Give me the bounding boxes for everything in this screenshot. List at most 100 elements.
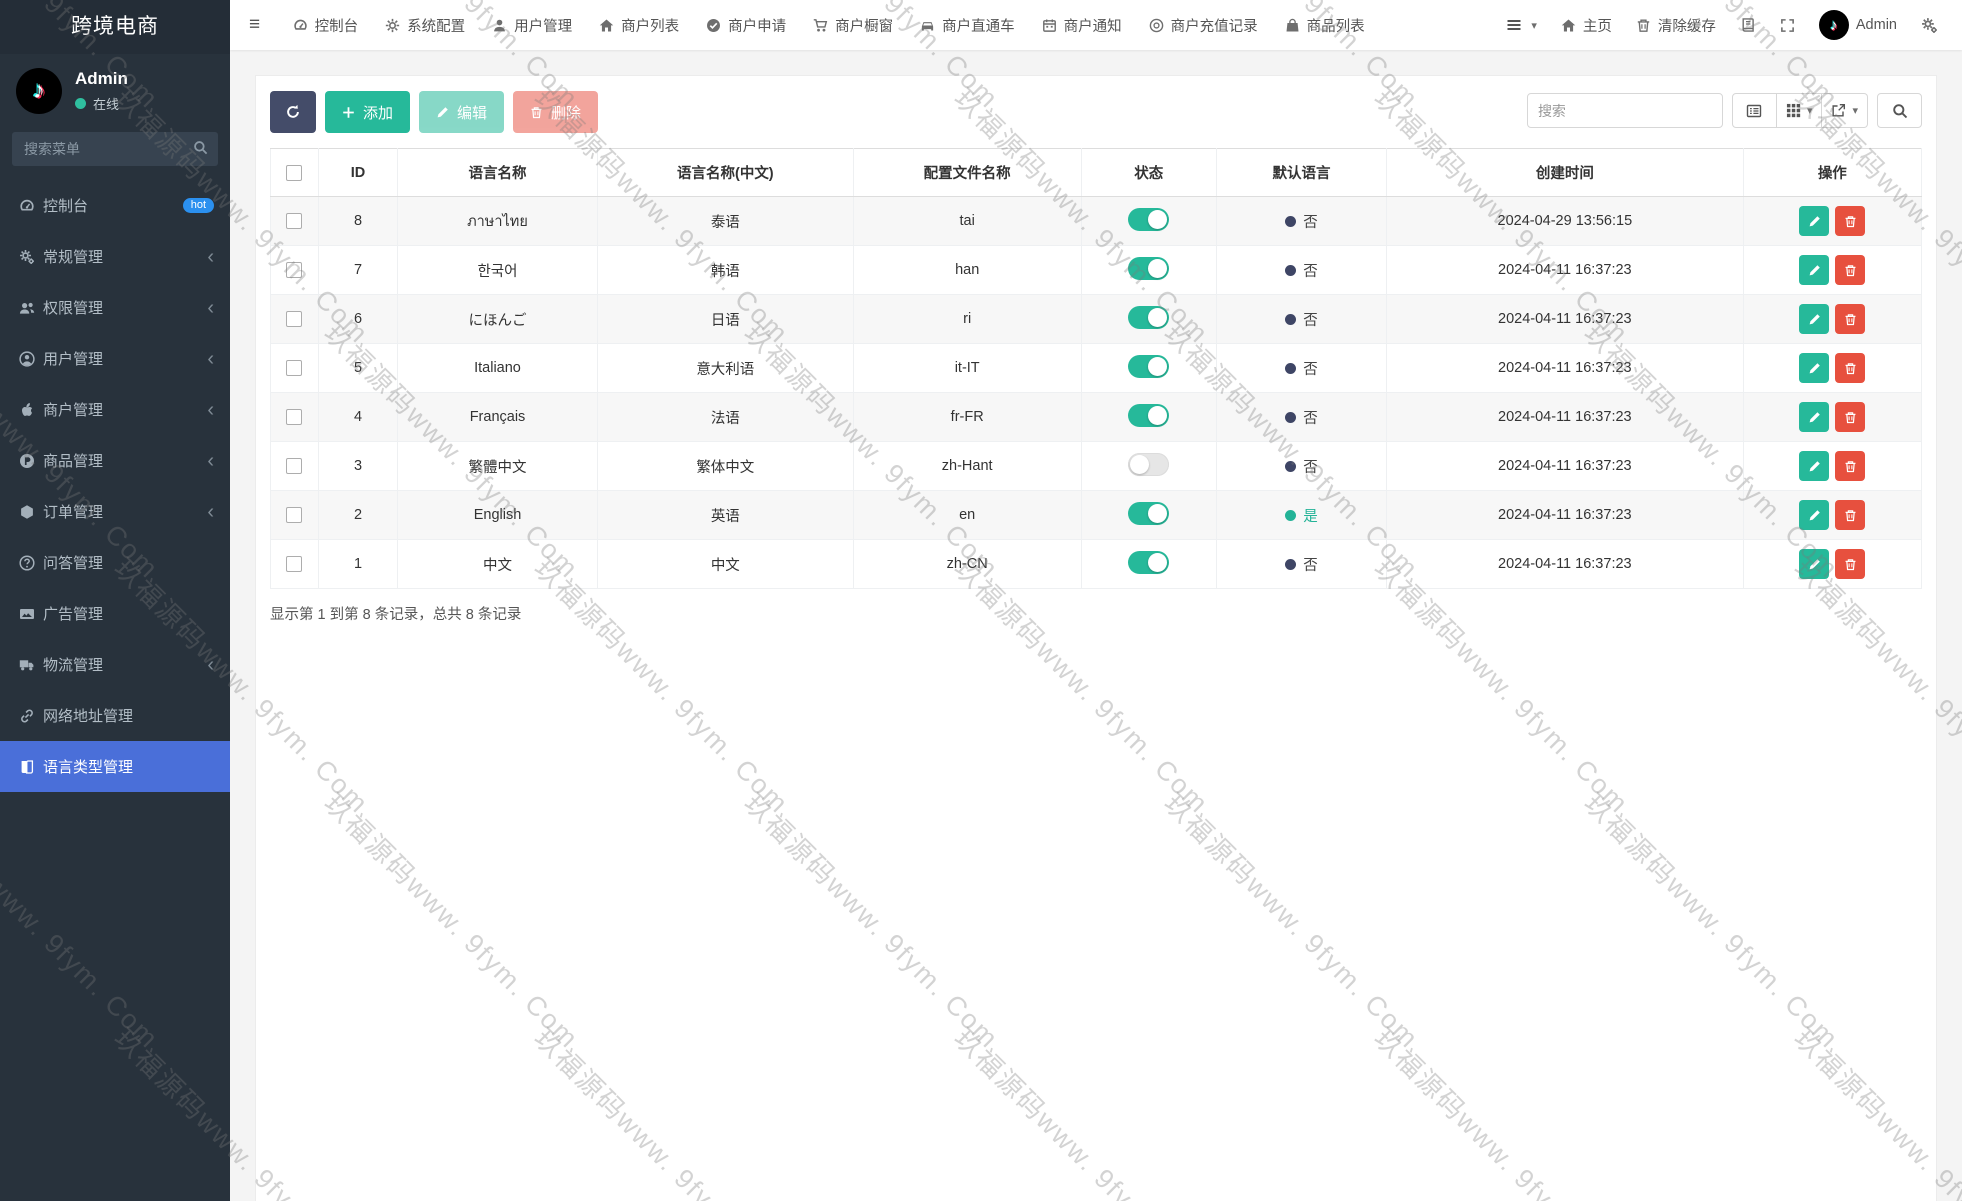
- refresh-button[interactable]: [270, 91, 316, 133]
- default-language-flag: 否: [1285, 358, 1318, 379]
- cell-created-time: 2024-04-29 13:56:15: [1386, 196, 1744, 246]
- row-edit-button[interactable]: [1799, 206, 1830, 236]
- caret-down-icon: ▾: [1806, 105, 1813, 117]
- status-toggle[interactable]: [1128, 452, 1170, 476]
- status-toggle[interactable]: [1128, 256, 1170, 280]
- row-edit-button[interactable]: [1799, 402, 1830, 432]
- row-edit-button[interactable]: [1799, 549, 1830, 579]
- nav-home[interactable]: 主页: [1549, 0, 1624, 50]
- toolbar: 添加 编辑 删除: [270, 91, 1922, 133]
- row-checkbox[interactable]: [286, 360, 303, 377]
- cell-config-name: it-IT: [852, 343, 1082, 393]
- gauge-icon: [19, 198, 43, 214]
- row-edit-button[interactable]: [1799, 255, 1830, 285]
- nav-fullscreen[interactable]: [1768, 0, 1807, 50]
- sidebar-item-商户管理[interactable]: 商户管理 ‹: [0, 384, 230, 435]
- sidebar-item-订单管理[interactable]: 订单管理 ‹: [0, 486, 230, 537]
- view-button-group: ▾ ▾: [1731, 93, 1868, 128]
- table-row: 5 Italiano 意大利语 it-IT 否 2024-04-11 16:37:23: [270, 343, 1923, 393]
- row-delete-button[interactable]: [1835, 402, 1866, 432]
- sidebar-item-物流管理[interactable]: 物流管理 ‹: [0, 639, 230, 690]
- row-checkbox[interactable]: [286, 409, 303, 426]
- nav-item-商户通知[interactable]: 商户通知: [1028, 0, 1135, 50]
- row-edit-button[interactable]: [1799, 500, 1830, 530]
- row-delete-button[interactable]: [1835, 255, 1866, 285]
- row-delete-button[interactable]: [1835, 304, 1866, 334]
- status-toggle[interactable]: [1128, 403, 1170, 427]
- sidebar-item-问答管理[interactable]: 问答管理: [0, 537, 230, 588]
- status-toggle[interactable]: [1128, 354, 1170, 378]
- delete-button[interactable]: 删除: [513, 91, 599, 133]
- nav-item-商品列表[interactable]: 商品列表: [1271, 0, 1378, 50]
- row-delete-button[interactable]: [1835, 451, 1866, 481]
- toggle-view-button[interactable]: [1731, 93, 1777, 128]
- sidebar-search-input[interactable]: [12, 132, 218, 166]
- row-checkbox[interactable]: [286, 507, 303, 524]
- sidebar-item-label: 广告管理: [43, 606, 104, 623]
- cell-language-name-cn: 中文: [596, 539, 854, 589]
- nav-item-商户充值记录[interactable]: 商户充值记录: [1135, 0, 1271, 50]
- export-button[interactable]: ▾: [1822, 93, 1868, 128]
- row-delete-button[interactable]: [1835, 549, 1866, 579]
- status-dot-icon: [1285, 264, 1297, 276]
- truck-icon: [19, 657, 43, 673]
- status-toggle[interactable]: [1128, 550, 1170, 574]
- online-dot-icon: [75, 98, 86, 109]
- user-status-label: 在线: [93, 97, 120, 112]
- nav-settings[interactable]: [1909, 0, 1950, 50]
- cube-icon: [19, 504, 43, 520]
- row-checkbox[interactable]: [286, 556, 303, 573]
- sidebar-item-网络地址管理[interactable]: 网络地址管理: [0, 690, 230, 741]
- user-circle-icon: [19, 350, 43, 367]
- row-edit-button[interactable]: [1799, 451, 1830, 481]
- row-delete-button[interactable]: [1835, 206, 1866, 236]
- cell-language-name-cn: 泰语: [596, 196, 854, 246]
- sidebar-item-控制台[interactable]: 控制台 hot: [0, 180, 230, 231]
- sidebar-item-广告管理[interactable]: 广告管理: [0, 588, 230, 639]
- col-header: 语言名称(中文): [596, 148, 854, 197]
- edit-button[interactable]: 编辑: [419, 91, 505, 133]
- status-toggle[interactable]: [1128, 501, 1170, 525]
- chevron-left-icon: ‹: [207, 449, 214, 472]
- columns-button[interactable]: ▾: [1776, 93, 1823, 128]
- row-edit-button[interactable]: [1799, 353, 1830, 383]
- user-status: 在线: [75, 94, 128, 113]
- add-button[interactable]: 添加: [325, 91, 411, 133]
- row-delete-button[interactable]: [1835, 500, 1866, 530]
- nav-docs[interactable]: [1728, 0, 1768, 50]
- nav-list-dropdown[interactable]: ▾: [1494, 0, 1549, 50]
- row-checkbox[interactable]: [286, 213, 303, 230]
- cell-id: 1: [317, 539, 399, 589]
- row-checkbox[interactable]: [286, 311, 303, 328]
- default-label: 否: [1303, 410, 1318, 427]
- nav-item-商户直通车[interactable]: 商户直通车: [907, 0, 1029, 50]
- row-edit-button[interactable]: [1799, 304, 1830, 334]
- table-row: 7 한국어 韩语 han 否 2024-04-11 16:37:23: [270, 245, 1923, 295]
- nav-item-用户管理[interactable]: 用户管理: [479, 0, 586, 50]
- nav-item-系统配置[interactable]: 系统配置: [372, 0, 479, 50]
- sidebar-item-语言类型管理[interactable]: 语言类型管理: [0, 741, 230, 792]
- search-button[interactable]: [1877, 93, 1922, 128]
- select-all-checkbox[interactable]: [286, 164, 303, 181]
- nav-clear-cache[interactable]: 清除缓存: [1624, 0, 1728, 50]
- row-checkbox[interactable]: [286, 458, 303, 475]
- sidebar-item-商品管理[interactable]: 商品管理 ‹: [0, 435, 230, 486]
- table-search-input[interactable]: [1526, 93, 1723, 128]
- row-checkbox[interactable]: [286, 262, 303, 279]
- cell-language-name: 한국어: [397, 245, 598, 295]
- nav-item-商户橱窗[interactable]: 商户橱窗: [800, 0, 907, 50]
- sidebar-toggle-icon[interactable]: ≡: [249, 14, 261, 35]
- nav-item-控制台[interactable]: 控制台: [279, 0, 372, 50]
- sidebar-item-用户管理[interactable]: 用户管理 ‹: [0, 333, 230, 384]
- search-icon[interactable]: [193, 140, 208, 155]
- table-row: 3 繁體中文 繁体中文 zh-Hant 否 2024-04-11 16:37:23: [270, 441, 1923, 491]
- cell-created-time: 2024-04-11 16:37:23: [1386, 392, 1744, 442]
- status-toggle[interactable]: [1128, 305, 1170, 329]
- nav-item-商户列表[interactable]: 商户列表: [586, 0, 693, 50]
- status-toggle[interactable]: [1128, 207, 1170, 231]
- sidebar-item-权限管理[interactable]: 权限管理 ‹: [0, 282, 230, 333]
- nav-user[interactable]: ♪ Admin: [1807, 0, 1909, 50]
- row-delete-button[interactable]: [1835, 353, 1866, 383]
- sidebar-item-常规管理[interactable]: 常规管理 ‹: [0, 231, 230, 282]
- nav-item-商户申请[interactable]: 商户申请: [693, 0, 800, 50]
